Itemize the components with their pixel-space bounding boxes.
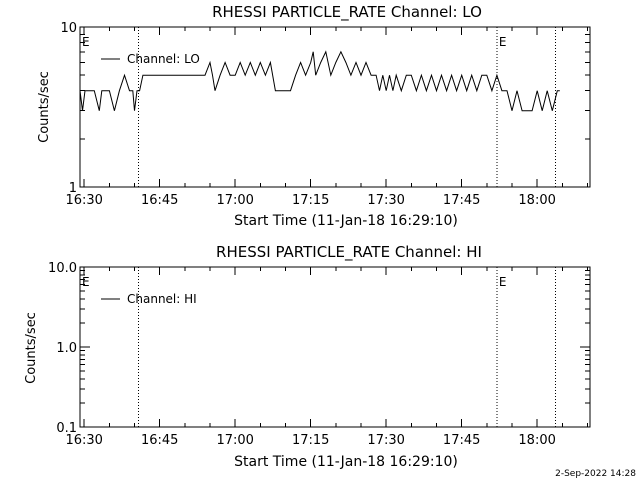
event-marker-label: E	[499, 275, 507, 289]
lo-y-axis-label: Counts/sec	[37, 71, 52, 143]
x-tick-label: 17:30	[367, 193, 404, 208]
hi-legend-label: Channel: HI	[127, 292, 197, 306]
x-tick-label: 17:15	[292, 433, 329, 448]
x-tick-label: 17:15	[292, 193, 329, 208]
hi-plot-frame	[79, 266, 591, 428]
x-tick-label: 18:00	[518, 433, 555, 448]
lo-panel: RHESSI PARTICLE_RATE Channel: LO 1 10 16:…	[37, 3, 591, 229]
x-tick-label: 16:45	[141, 433, 178, 448]
lo-title: RHESSI PARTICLE_RATE Channel: LO	[212, 3, 482, 22]
hi-x-axis: 16:30 16:45 17:00 17:15 17:30 17:45 18:00	[65, 267, 588, 448]
x-tick-label: 17:00	[216, 193, 253, 208]
y-tick-label: 0.1	[56, 421, 77, 436]
hi-title: RHESSI PARTICLE_RATE Channel: HI	[216, 243, 482, 262]
event-marker-label: E	[82, 35, 90, 49]
lo-series-group	[79, 50, 560, 112]
lo-x-axis-label: Start Time (11-Jan-18 16:29:10)	[234, 213, 458, 229]
lo-vertical-markers: EE	[82, 27, 557, 187]
hi-y-axis-label: Counts/sec	[24, 312, 39, 384]
y-tick-label: 10	[60, 21, 77, 36]
series-line	[79, 50, 560, 112]
event-marker-label: E	[82, 275, 90, 289]
x-tick-label: 16:30	[65, 193, 102, 208]
y-tick-label: 1	[69, 181, 77, 196]
hi-panel: RHESSI PARTICLE_RATE Channel: HI 0.11.01…	[24, 243, 591, 470]
event-marker-label: E	[499, 35, 507, 49]
x-tick-label: 18:00	[518, 193, 555, 208]
lo-x-axis: 16:30 16:45 17:00 17:15 17:30 17:45 18:00	[65, 27, 588, 208]
x-tick-label: 17:45	[443, 193, 480, 208]
hi-x-axis-label: Start Time (11-Jan-18 16:29:10)	[234, 454, 458, 470]
x-tick-label: 17:45	[443, 433, 480, 448]
lo-y-axis: 1 10	[60, 21, 590, 196]
y-tick-label: 10.0	[48, 261, 77, 276]
lo-legend-label: Channel: LO	[127, 52, 200, 66]
x-tick-label: 16:30	[65, 433, 102, 448]
x-tick-label: 16:45	[141, 193, 178, 208]
y-tick-label: 1.0	[56, 341, 77, 356]
lo-plot-frame	[79, 26, 591, 188]
footer-date: 2-Sep-2022 14:28	[555, 469, 636, 479]
x-tick-label: 17:00	[216, 433, 253, 448]
hi-y-axis: 0.1 1.0 10.0	[48, 261, 590, 436]
x-tick-label: 17:30	[367, 433, 404, 448]
hi-vertical-markers: EE	[82, 267, 557, 427]
